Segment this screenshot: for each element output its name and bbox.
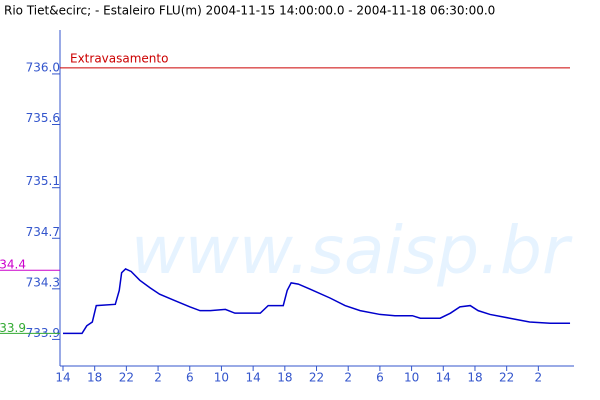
x-tick-label: 22 (309, 371, 324, 385)
x-tick-label: 18 (467, 371, 482, 385)
x-tick-label: 2 (535, 371, 543, 385)
x-tick-label: 6 (186, 371, 194, 385)
x-tick-label: 18 (277, 371, 292, 385)
x-tick-label: 10 (214, 371, 229, 385)
x-tick-label: 2 (344, 371, 352, 385)
y-tick-label: 736.0 (26, 60, 60, 74)
x-tick-label: 14 (55, 371, 70, 385)
watermark: www.saisp.br (131, 212, 573, 289)
y-tick-label: 734.3 (26, 275, 60, 289)
x-tick-label: 22 (119, 371, 134, 385)
side-marker-label: 734.4 (0, 258, 26, 272)
x-tick-label: 18 (87, 371, 102, 385)
x-tick-label: 10 (404, 371, 419, 385)
threshold-label: Extravasamento (70, 51, 168, 65)
data-line (63, 268, 571, 335)
x-tick-label: 22 (499, 371, 514, 385)
x-tick-label: 6 (376, 371, 384, 385)
x-tick-label: 14 (436, 371, 451, 385)
y-tick-label: 734.7 (26, 225, 60, 239)
x-tick-label: 2 (154, 371, 162, 385)
side-marker-label: 733.9 (0, 321, 26, 335)
y-tick-label: 735.6 (26, 111, 60, 125)
y-tick-label: 735.1 (26, 174, 60, 188)
chart-title: Rio Tiet&ecirc; - Estaleiro FLU(m) 2004-… (4, 4, 495, 18)
x-tick-label: 14 (245, 371, 260, 385)
